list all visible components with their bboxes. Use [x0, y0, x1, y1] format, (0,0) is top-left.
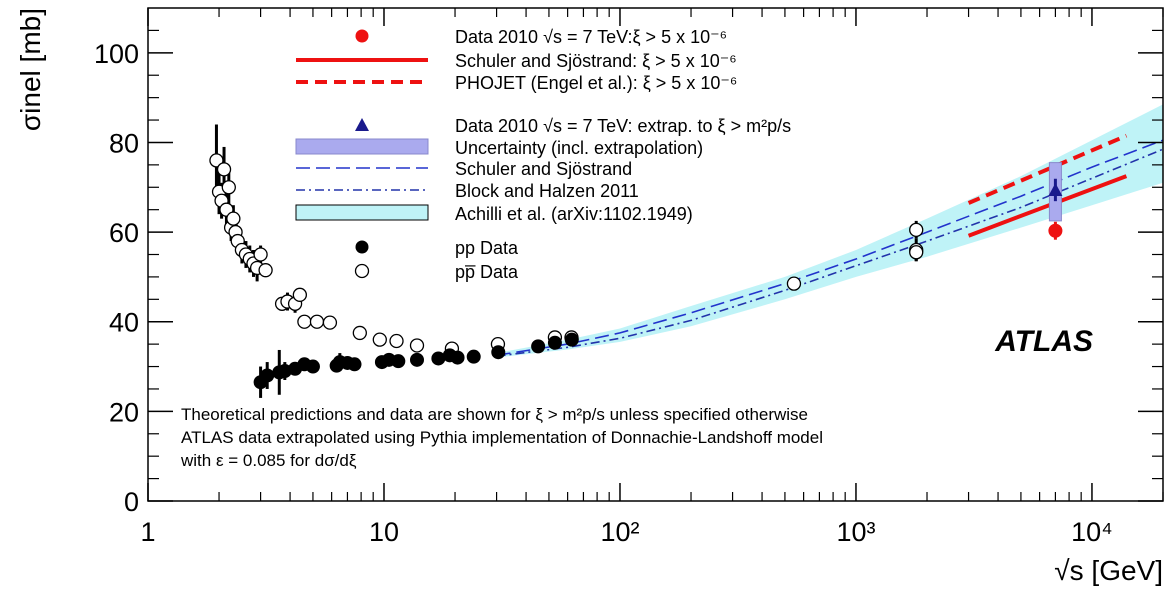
ppbar-data-point [389, 333, 404, 349]
y-tick-label: 60 [109, 218, 139, 248]
x-tick-label: 10² [600, 517, 639, 547]
y-tick-label: 0 [124, 487, 139, 517]
legend-label-phojet: PHOJET (Engel et al.): ξ > 5 x 10⁻⁶ [455, 73, 737, 93]
ppbar-data-point [253, 247, 268, 262]
legend-symbol-uncertainty [295, 138, 429, 155]
pp-data-point [491, 345, 506, 360]
atlas-data-point [1048, 223, 1063, 238]
atlas-label: ATLAS [994, 325, 1093, 358]
x-tick-label: 10 [369, 517, 399, 547]
x-tick-label: 10³ [836, 517, 875, 547]
note-line-1: Theoretical predictions and data are sho… [181, 405, 808, 424]
legend-label-uncertainty: Uncertainty (incl. extrapolation) [455, 138, 703, 158]
ppbar-data-point [322, 315, 338, 330]
note-line-2: ATLAS data extrapolated using Pythia imp… [181, 428, 823, 447]
legend-symbol-achilli [295, 204, 429, 221]
ppbar-data-point [409, 338, 425, 353]
atlas-extrap-triangle [1048, 182, 1063, 196]
legend-symbol-pp [355, 240, 369, 254]
axis-ticks-layer: 1 10 10² 10³ 10⁴ 0 20 40 60 80 100 [94, 8, 1164, 547]
pp-data-point [347, 357, 362, 372]
y-tick-label: 80 [109, 128, 139, 158]
ppbar-data-point [226, 211, 241, 226]
ppbar-data-point [909, 222, 924, 238]
ppbar-data-point [309, 314, 325, 329]
ppbar-data-point [216, 162, 232, 177]
y-tick-label: 100 [94, 39, 139, 69]
ppbar-data-point [352, 325, 367, 341]
ppbar-data-point [909, 245, 924, 260]
legend-label-pp: pp Data [455, 238, 519, 258]
ppbar-data-point [297, 314, 312, 329]
ppbar-data-point [258, 263, 273, 278]
legend-label-achilli: Achilli et al. (arXiv:1102.1949) [455, 204, 693, 224]
ppbar-data-point [209, 153, 224, 168]
pp-data-point [547, 335, 562, 350]
y-tick-label: 40 [109, 308, 139, 338]
pp-data-point [305, 359, 320, 374]
legend-symbol-atlas_data [355, 29, 369, 43]
legend-symbol-ppbar [354, 263, 370, 279]
pp-data-point [260, 368, 275, 383]
x-tick-label: 10⁴ [1071, 517, 1113, 547]
legend-label-schuler_red: Schuler and Sjöstrand: ξ > 5 x 10⁻⁶ [455, 51, 737, 71]
pp-data-point [450, 350, 465, 365]
data-points-layer [209, 124, 1063, 398]
note-line-3: with ε = 0.085 for dσ/dξ [180, 451, 357, 470]
legend-label-block_halzen: Block and Halzen 2011 [455, 181, 639, 201]
y-axis-title: σinel [mb] [15, 8, 46, 131]
pp-data-point [391, 354, 406, 369]
legend-label-atlas_data: Data 2010 √s = 7 TeV:ξ > 5 x 10⁻⁶ [455, 27, 727, 47]
x-axis-title: √s [GeV] [1054, 555, 1163, 586]
pp-data-point [531, 339, 546, 354]
ppbar-data-point [786, 276, 802, 291]
ppbar-data-point [292, 287, 307, 302]
pp-data-point [410, 352, 425, 367]
phojet-dashed-line [967, 133, 1128, 205]
ppbar-data-point [221, 180, 236, 195]
legend-label-atlas_extrap: Data 2010 √s = 7 TeV: extrap. to ξ > m²p… [455, 116, 791, 136]
x-tick-label: 1 [140, 517, 155, 547]
legend: Data 2010 √s = 7 TeV:ξ > 5 x 10⁻⁶ Schuler… [295, 27, 791, 282]
pp-data-point [564, 332, 579, 347]
ppbar-data-point [372, 332, 387, 347]
legend-label-schuler_blue: Schuler and Sjöstrand [455, 159, 632, 179]
block-halzen-curve [496, 148, 1163, 357]
schuler-sjostrand-red-line [967, 174, 1128, 238]
y-tick-label: 20 [109, 397, 139, 427]
legend-label-ppbar: pp̅ Data [455, 262, 519, 282]
pp-data-point [466, 349, 481, 364]
legend-symbol-atlas_extrap [355, 118, 369, 131]
